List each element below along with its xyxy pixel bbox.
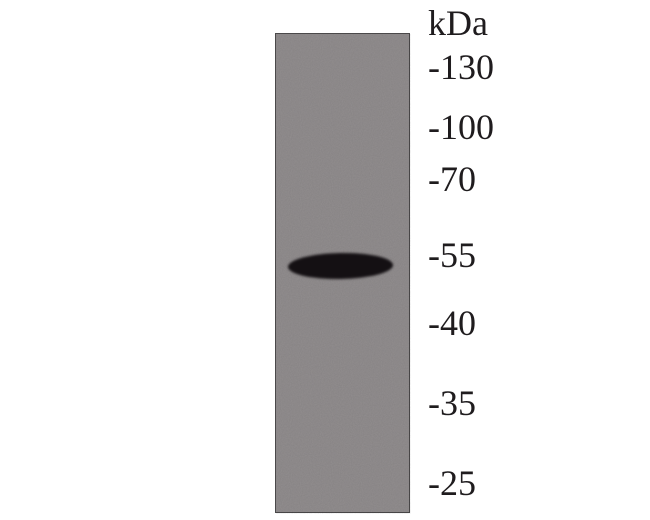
marker-130: -130 bbox=[428, 46, 494, 88]
marker-35: -35 bbox=[428, 382, 476, 424]
western-blot-figure: kDa -130 -100 -70 -55 -40 -35 -25 bbox=[0, 0, 650, 520]
marker-25: -25 bbox=[428, 462, 476, 504]
marker-100: -100 bbox=[428, 106, 494, 148]
marker-70: -70 bbox=[428, 158, 476, 200]
unit-label-kda: kDa bbox=[428, 2, 488, 44]
marker-55: -55 bbox=[428, 234, 476, 276]
marker-40: -40 bbox=[428, 302, 476, 344]
